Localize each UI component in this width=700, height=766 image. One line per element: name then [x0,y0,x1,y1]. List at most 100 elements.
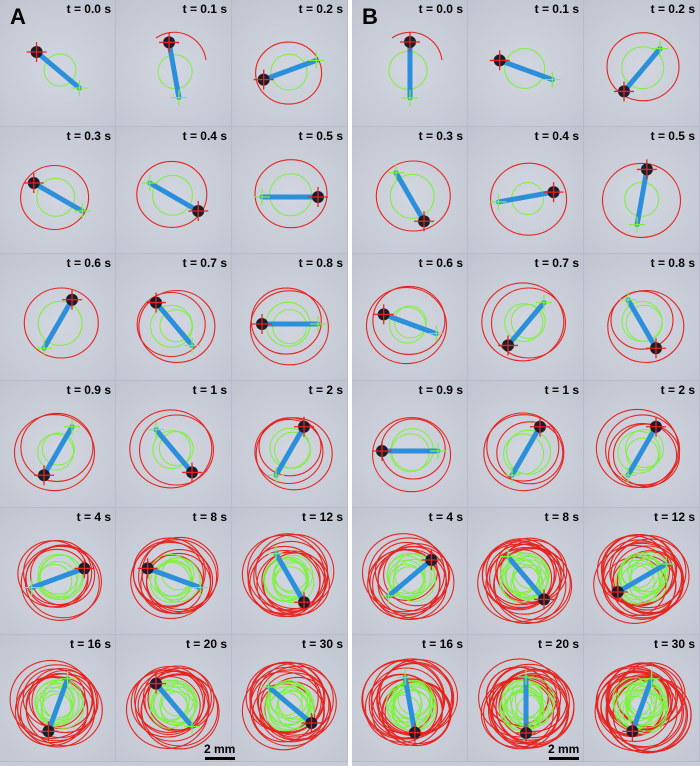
trajectory-ring-red [478,658,562,738]
frame-cell: t = 0.8 s [584,254,700,381]
trajectory-ring-green [621,46,665,90]
frame-image [241,533,335,618]
frame-image [477,537,573,625]
head-marker-cross [646,416,666,437]
trajectory-ring-red [372,285,446,355]
trajectory-ring-red [601,162,682,238]
time-label: t = 0.5 s [650,129,695,143]
head-marker-cross [159,32,180,53]
trajectory-ring-red [241,534,325,614]
time-label: t = 0.1 s [182,2,227,16]
time-label: t = 30 s [653,637,695,651]
trajectory-ring-green [624,181,660,217]
time-label: t = 0.5 s [298,129,343,143]
frame-cell: t = 8 s [116,508,232,635]
trajectory-ring-green [397,682,431,716]
trajectory-ring-green [625,429,664,468]
frame-image [17,540,102,621]
trajectory-ring-red [612,545,683,611]
frame-image [155,31,207,106]
trajectory-ring-red [490,675,568,749]
scale-bar-label: 2 mm [548,742,580,756]
frame-image [361,533,455,621]
head-marker-cross [614,81,635,102]
frame-image [593,533,690,624]
tail-marker-cross [544,71,561,88]
frame-image [136,289,216,364]
trajectory-ring-red [140,674,220,750]
frame-cell: t = 0.8 s [232,254,348,381]
trajectory-ring-green [43,53,77,87]
frame-image [361,658,459,747]
head-marker-cross [146,292,167,313]
frame-image [130,536,219,620]
trajectory-ring-red [20,164,90,231]
trajectory-ring-green [274,554,314,594]
trajectory-ring-red [249,549,321,618]
trajectory-ring-green [386,555,426,595]
trajectory-ring-red [488,663,570,741]
tail-marker-cross [183,718,200,735]
swimmer-body [634,166,650,228]
swimmer-body [381,311,439,337]
head-marker-cross [181,462,202,483]
trajectory-ring-red [606,662,679,730]
tail-marker-cross [36,340,52,357]
time-label: t = 16 s [421,637,463,651]
trajectory-ring-red [255,41,323,105]
tail-marker-cross [141,175,158,191]
frame-cell: t = 2 s [584,381,700,508]
tail-marker-cross [651,40,668,57]
tail-marker-cross [64,418,80,435]
trajectory-ring-red [257,665,337,741]
trajectory-ring-green [617,682,653,718]
head-marker-cross [253,69,274,90]
head-marker-cross [62,289,82,310]
time-label: t = 0.7 s [534,256,579,270]
trajectory-ring-red [31,669,99,734]
frame-image [241,661,337,751]
trajectory-ring-red [383,543,451,607]
frame-cell: t = 20 s [116,635,232,762]
trajectory-ring-red [250,287,322,355]
time-label: t = 0.3 s [66,129,111,143]
frame-cell: t = 12 s [584,508,700,635]
tail-marker-cross [310,316,326,332]
swimmer-body [615,561,669,595]
trajectory-ring-red [375,160,451,232]
head-marker-cross [34,465,54,486]
swimmer-body [45,676,71,734]
trajectory-ring-green [620,565,655,601]
tail-marker-cross [629,216,646,233]
trajectory-ring-red [136,160,208,228]
swimmer-body [153,427,195,475]
time-label: t = 0.7 s [182,256,227,270]
trajectory-ring-green [510,566,544,600]
trajectory-ring-green [625,304,663,342]
head-marker-cross [533,589,554,610]
tail-marker-cross [402,90,418,106]
frame-image [129,409,215,489]
trajectory-arc-red [155,31,207,61]
head-marker-cross [421,550,442,571]
frame-cell: t = 0.0 s [0,0,116,127]
scale-bar-line [548,757,579,760]
trajectory-ring-red [495,670,575,746]
trajectory-ring-red [606,676,689,754]
tail-marker-cross [183,337,200,354]
trajectory-ring-green [149,689,189,729]
head-marker-cross [26,42,47,63]
frame-image [253,41,325,105]
swimmer-body [495,189,557,205]
frame-image [254,416,333,491]
frame-cell: t = 0.0 s [352,0,468,127]
trajectory-ring-red [486,543,562,615]
tail-marker-cross [71,79,88,96]
head-marker-cross [622,721,643,742]
frame-cell: t = 30 s [232,635,348,762]
head-marker-cross [301,712,322,733]
head-marker-cross [23,173,44,193]
trajectory-ring-red [485,546,567,625]
frame-image [372,417,452,493]
frame-cell: t = 0.2 s [232,0,348,127]
